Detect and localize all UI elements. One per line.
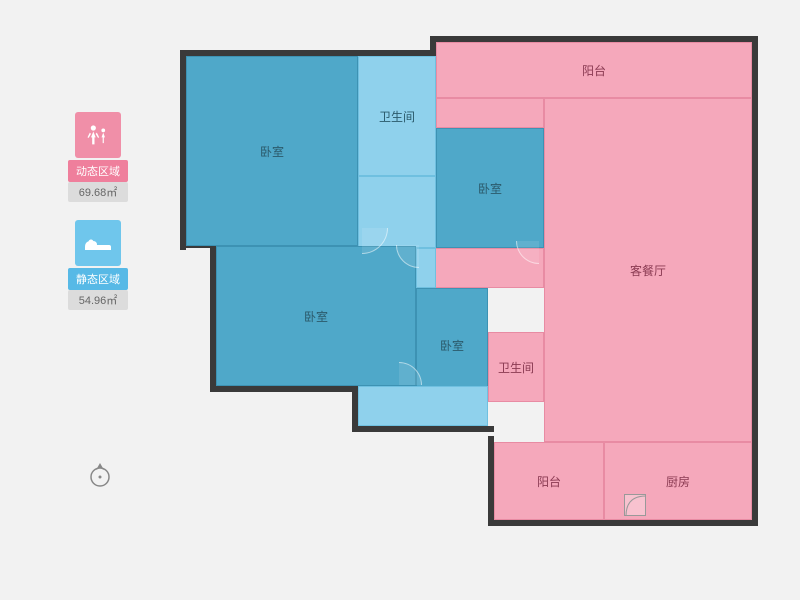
legend-panel: 动态区域 69.68㎡ 静态区域 54.96㎡ (68, 112, 128, 328)
floorplan: 阳台客餐厅卫生间厨房阳台卧室卫生间卧室卧室卧室 (186, 42, 756, 562)
bed-icon (75, 220, 121, 266)
compass-icon (85, 460, 115, 495)
room-bedroom_ml: 卧室 (216, 246, 416, 386)
wall (352, 426, 494, 432)
room-label: 卧室 (478, 180, 502, 197)
legend-dynamic-value: 69.68㎡ (68, 182, 128, 202)
room-label: 厨房 (666, 473, 690, 490)
room-corridor_top (436, 98, 544, 128)
room-label: 卧室 (260, 143, 284, 160)
wall (488, 520, 758, 526)
room-bedroom_tl: 卧室 (186, 56, 358, 246)
room-label: 阳台 (537, 473, 561, 490)
room-gap2 (358, 386, 488, 426)
room-bath2: 卫生间 (488, 332, 544, 402)
room-label: 卫生间 (379, 108, 415, 125)
room-label: 卧室 (304, 308, 328, 325)
legend-static-value: 54.96㎡ (68, 290, 128, 310)
room-bedroom_mr: 卧室 (416, 288, 488, 402)
legend-static: 静态区域 54.96㎡ (68, 220, 128, 310)
people-icon-svg (84, 121, 112, 149)
people-icon (75, 112, 121, 158)
room-label: 阳台 (582, 62, 606, 79)
room-gap3 (416, 248, 436, 288)
room-bath1: 卫生间 (358, 56, 436, 176)
room-label: 卧室 (440, 337, 464, 354)
legend-static-label: 静态区域 (68, 268, 128, 290)
room-label: 卫生间 (498, 359, 534, 376)
window-mark (624, 494, 646, 516)
legend-dynamic-label: 动态区域 (68, 160, 128, 182)
room-balcony_top: 阳台 (436, 42, 752, 98)
wall (210, 386, 358, 392)
room-balcony_bot: 阳台 (494, 442, 604, 520)
legend-dynamic: 动态区域 69.68㎡ (68, 112, 128, 202)
room-bedroom_tr: 卧室 (436, 128, 544, 248)
wall (752, 36, 758, 526)
bed-icon-svg (83, 233, 113, 253)
room-label: 客餐厅 (630, 262, 666, 279)
room-living: 客餐厅 (544, 98, 752, 442)
